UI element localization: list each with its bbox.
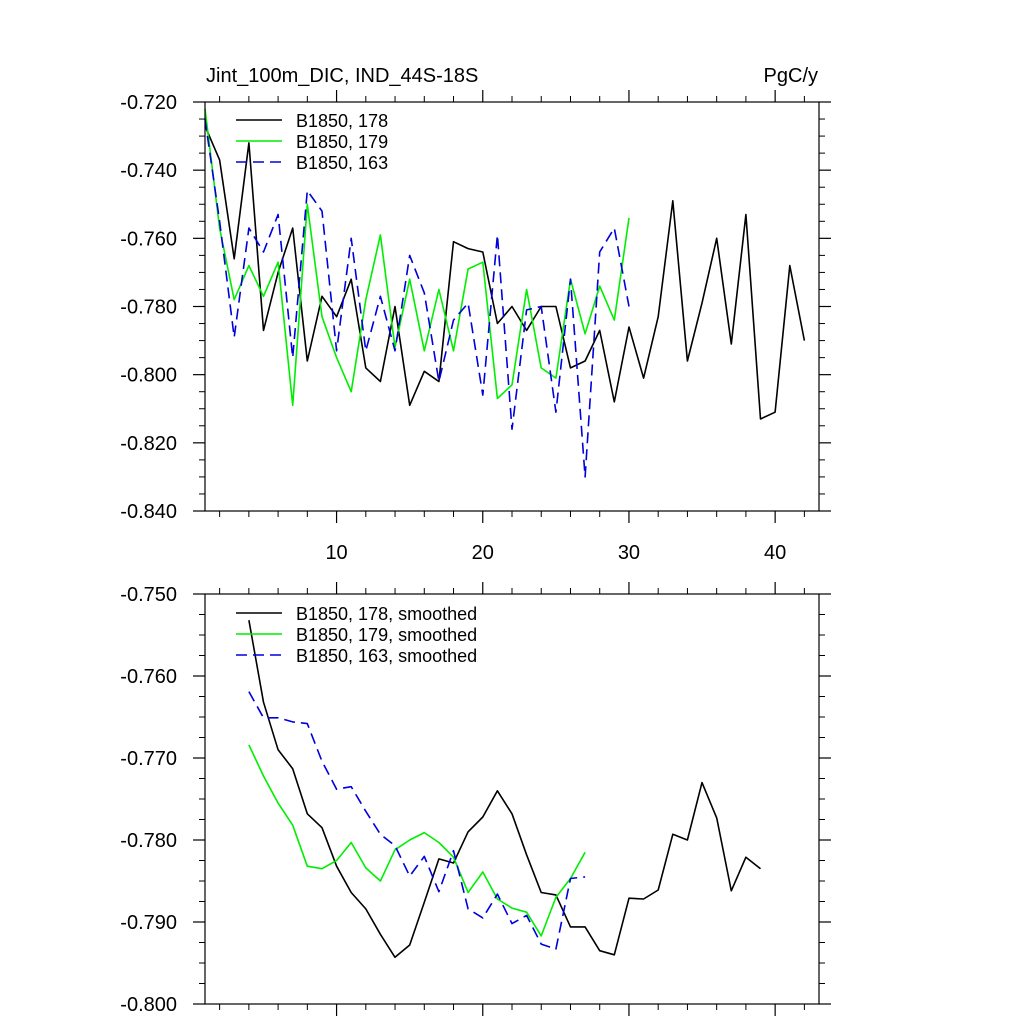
bottom-panel-frame: [204, 593, 820, 1005]
series-line-b1850-178: [204, 125, 806, 420]
y-tick-label: -0.790: [120, 912, 177, 934]
y-tick-label: -0.800: [120, 365, 177, 387]
bottom-panel-series: [248, 620, 761, 959]
legend-label-b1850-163: B1850, 163: [296, 153, 388, 173]
y-tick-label: -0.770: [120, 748, 177, 770]
y-tick-label: -0.740: [120, 160, 177, 182]
bottom-panel-ticks: -0.750 -0.760 -0.770 -0.780 -0.790 -0.800: [120, 582, 831, 1016]
top-panel-ticks: -0.720 -0.740 -0.760 -0.780 -0.800 -0.820 -0.8…: [120, 90, 831, 564]
legend-label-b1850-178: B1850, 178: [296, 111, 388, 131]
y-tick-label: -0.750: [120, 584, 177, 606]
x-tick-label: 20: [472, 542, 494, 564]
y-tick-label: -0.820: [120, 433, 177, 455]
top-panel-title: Jint_100m_DIC, IND_44S-18S: [206, 65, 478, 87]
y-tick-label: -0.780: [120, 297, 177, 319]
series-line-b1850-163-smoothed: [248, 691, 586, 950]
legend-label-b1850-179-smoothed: B1850, 179, smoothed: [296, 625, 477, 645]
top-panel-units: PgC/y: [764, 65, 818, 87]
legend-label-b1850-179: B1850, 179: [296, 132, 388, 152]
top-panel-series: [204, 108, 806, 478]
y-tick-label: -0.760: [120, 228, 177, 250]
x-tick-label: 10: [325, 542, 347, 564]
series-line-b1850-179: [204, 108, 630, 407]
legend-label-b1850-178-smoothed: B1850, 178, smoothed: [296, 604, 477, 624]
y-tick-label: -0.760: [120, 666, 177, 688]
x-tick-label: 30: [618, 542, 640, 564]
top-panel: Jint_100m_DIC, IND_44S-18S PgC/y -0.720-…: [120, 65, 831, 564]
series-line-b1850-178-smoothed: [248, 620, 761, 959]
y-tick-label: -0.720: [120, 92, 177, 114]
y-tick-label: -0.780: [120, 830, 177, 852]
legend-label-b1850-163-smoothed: B1850, 163, smoothed: [296, 646, 477, 666]
y-tick-label: -0.840: [120, 501, 177, 523]
bottom-panel: -0.750 -0.760 -0.770 -0.780 -0.790 -0.800 B18…: [120, 582, 831, 1016]
series-line-b1850-179-smoothed: [248, 744, 586, 937]
series-line-b1850-163: [204, 118, 630, 478]
y-tick-label: -0.800: [120, 994, 177, 1016]
top-panel-frame: [204, 101, 820, 512]
x-tick-label: 40: [764, 542, 786, 564]
